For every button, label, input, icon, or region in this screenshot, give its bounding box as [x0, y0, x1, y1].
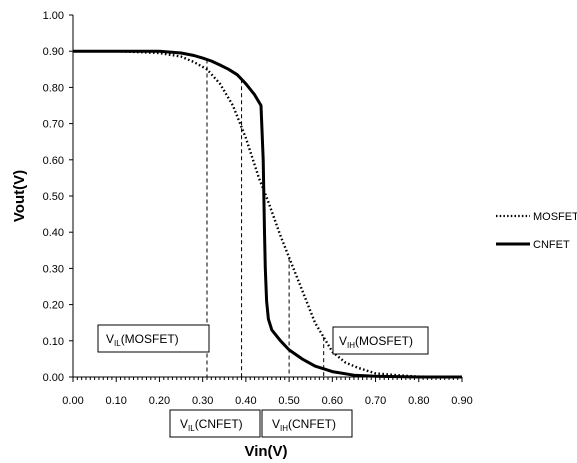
- vil-cnfet-box: VIL(CNFET): [169, 409, 261, 438]
- x-tick-label: 0.20: [149, 395, 170, 407]
- x-axis-ticks: 0.00 0.10 0.20 0.30 0.40 0.50 0.60 0.70 0.80 0.90: [62, 377, 473, 407]
- vil-mosfet-v: V: [106, 332, 114, 346]
- svg-text:VIL(CNFET): VIL(CNFET): [180, 417, 243, 433]
- y-tick-label: 0.70: [43, 119, 64, 131]
- vih-cnfet-v: V: [272, 417, 280, 431]
- y-tick-label: 0.50: [43, 191, 64, 203]
- y-tick-label: 0.30: [43, 263, 64, 275]
- x-axis-title: Vin(V): [244, 443, 287, 460]
- vih-cnfet-sub: IH: [280, 424, 288, 433]
- legend: MOSFET CNFET: [496, 211, 577, 251]
- x-tick-label: 0.50: [278, 395, 299, 407]
- x-tick-label: 0.30: [192, 395, 213, 407]
- legend-cnfet-label: CNFET: [533, 239, 570, 251]
- svg-text:VIH(MOSFET): VIH(MOSFET): [339, 334, 413, 350]
- svg-text:VIL(MOSFET): VIL(MOSFET): [106, 332, 179, 348]
- y-tick-label: 0.90: [43, 46, 64, 58]
- y-tick-label: 0.20: [43, 300, 64, 312]
- series-line-mosfet: [73, 50, 463, 379]
- y-axis-title: Vout(V): [11, 170, 28, 222]
- vih-mosfet-box: VIH(MOSFET): [332, 326, 429, 355]
- y-tick-label: 0.60: [43, 155, 64, 167]
- x-tick-label: 0.70: [365, 395, 386, 407]
- vil-cnfet-v: V: [180, 417, 188, 431]
- legend-mosfet-label: MOSFET: [533, 211, 577, 223]
- svg-text:VIH(CNFET): VIH(CNFET): [272, 417, 336, 433]
- x-tick-label: 0.90: [451, 395, 472, 407]
- vil-mosfet-rest: (MOSFET): [121, 332, 179, 346]
- y-tick-label: 1.00: [43, 10, 64, 22]
- threshold-guide-lines: [206, 59, 325, 377]
- vih-mosfet-sub: IH: [347, 341, 355, 350]
- vil-cnfet-rest: (CNFET): [195, 417, 243, 431]
- y-tick-label: 0.10: [43, 336, 64, 348]
- vil-cnfet-sub: IL: [188, 424, 195, 433]
- vil-mosfet-box: VIL(MOSFET): [97, 324, 210, 353]
- series-line-cnfet: [73, 49, 462, 379]
- vil-mosfet-sub: IL: [114, 339, 121, 348]
- y-axis-ticks: 0.00 0.10 0.20 0.30 0.40 0.50 0.60 0.70 0.80 0.90…: [43, 10, 73, 384]
- x-tick-label: 0.00: [62, 395, 83, 407]
- vih-cnfet-box: VIH(CNFET): [261, 409, 353, 438]
- y-tick-label: 0.80: [43, 82, 64, 94]
- vih-cnfet-rest: (CNFET): [288, 417, 336, 431]
- x-tick-label: 0.40: [235, 395, 256, 407]
- series-lines: [73, 49, 463, 379]
- x-tick-label: 0.80: [408, 395, 429, 407]
- x-tick-label: 0.60: [322, 395, 343, 407]
- y-tick-label: 0.40: [43, 227, 64, 239]
- x-tick-label: 0.10: [106, 395, 127, 407]
- vih-mosfet-v: V: [339, 334, 347, 348]
- y-tick-label: 0.00: [43, 372, 64, 384]
- vih-mosfet-rest: (MOSFET): [355, 334, 413, 348]
